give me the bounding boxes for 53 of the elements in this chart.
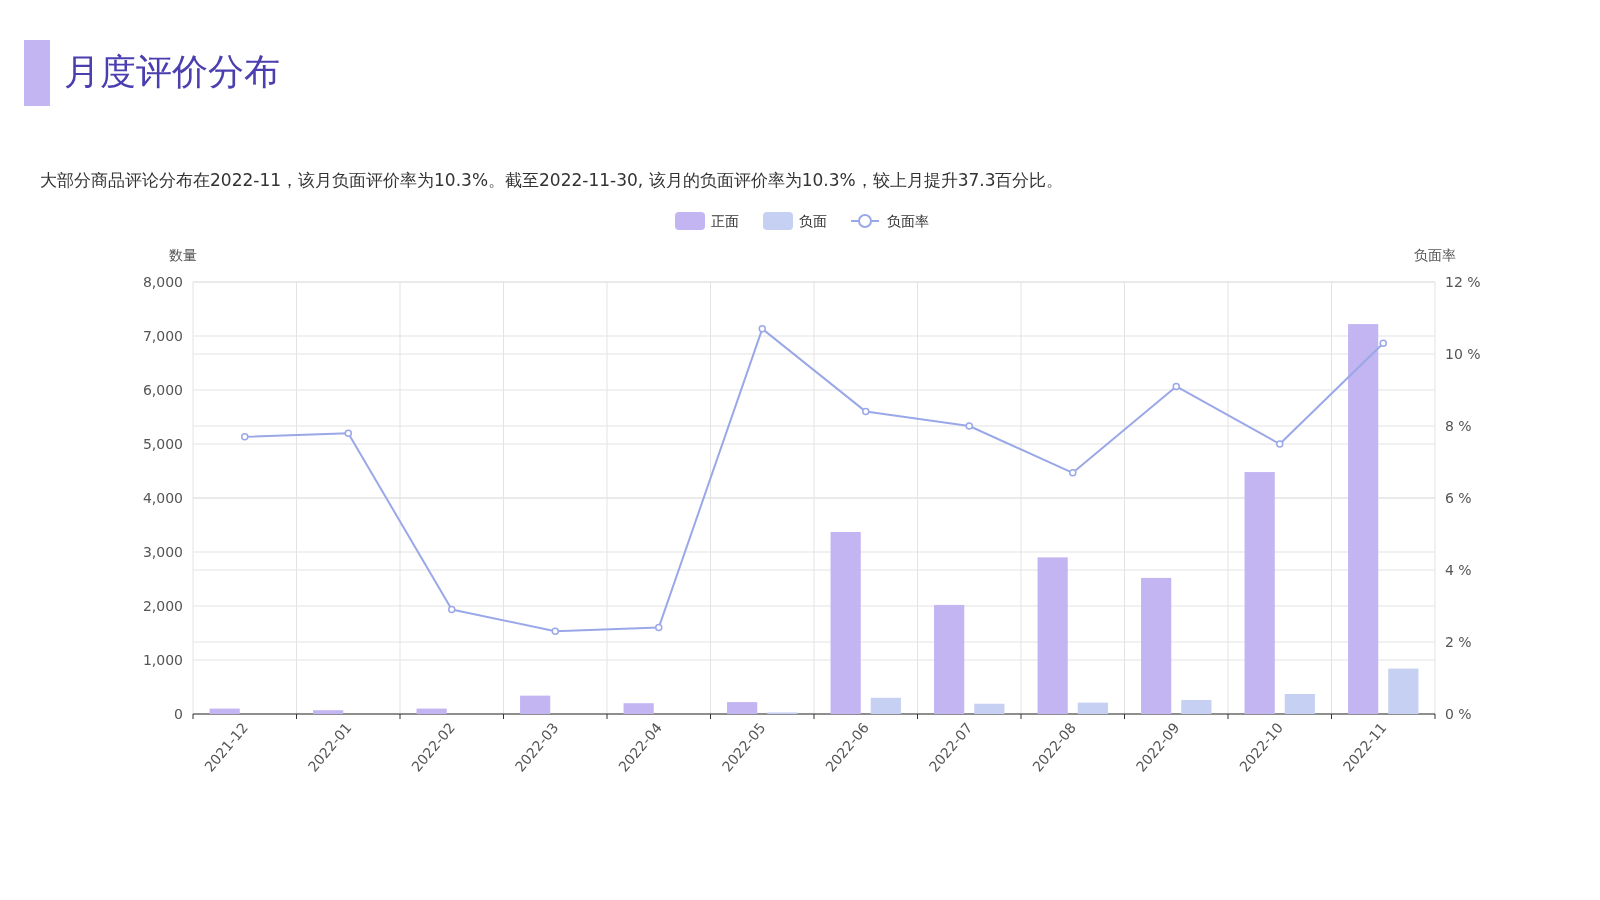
y2-axis-title: 负面率 [1414,247,1456,263]
y2-tick-label: 0 % [1445,706,1472,722]
y-tick-label: 4,000 [142,490,183,506]
bar [1141,577,1172,714]
bar [870,697,901,714]
bar [727,702,758,714]
y2-tick-label: 6 % [1445,490,1472,506]
bar [313,710,344,714]
legend-label: 正面 [711,213,739,229]
point [1379,339,1387,347]
chart-subtitle: 大部分商品评论分布在2022-11，该月负面评价率为10.3%。截至2022-11-30, 该月的负面评价率为10.3%，较上月提升37.3百分比。 [40,170,1064,190]
bar [1077,702,1108,714]
bar [934,604,965,714]
bar [1348,324,1379,714]
y2-tick-label: 12 % [1445,274,1481,290]
bar [623,703,654,714]
point [655,623,663,632]
bar [830,532,861,714]
point [1069,469,1077,477]
y-tick-label: 3,000 [142,544,183,560]
bar [209,708,240,714]
bar [1181,699,1212,714]
bar [974,703,1005,714]
y2-tick-label: 2 % [1445,634,1472,650]
bar [1284,694,1315,714]
point [551,627,559,635]
chart-title: 月度评价分布 [64,51,280,92]
point [344,429,352,437]
y-tick-label: 1,000 [142,652,183,668]
point [862,407,870,416]
point [241,433,249,441]
bar [520,695,551,714]
y2-tick-label: 4 % [1445,562,1472,578]
y-axis-title: 数量 [169,247,197,263]
bar [416,708,447,714]
point [1172,382,1180,391]
y-tick-label: 8,000 [142,274,183,290]
point [758,325,766,333]
legend-label: 负面 [799,213,827,229]
bar [1388,668,1419,714]
bar [1037,557,1068,714]
bar [1244,472,1275,714]
y2-tick-label: 10 % [1445,346,1481,362]
point [1276,440,1284,448]
y-tick-label: 2,000 [142,598,183,614]
y-tick-label: 7,000 [142,328,183,344]
point [965,422,973,430]
y-tick-label: 0 [174,706,183,722]
y2-tick-label: 8 % [1445,418,1472,434]
y-tick-label: 5,000 [142,436,183,452]
point [448,605,456,614]
y-tick-label: 6,000 [142,382,183,398]
legend-label: 负面率 [887,213,929,229]
